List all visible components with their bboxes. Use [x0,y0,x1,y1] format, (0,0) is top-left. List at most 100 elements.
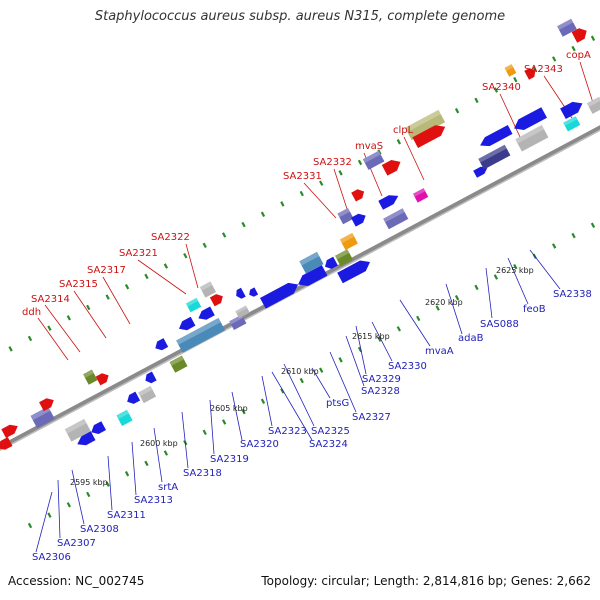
gene-feature-red [209,294,223,307]
gene-feature-blue [298,265,328,286]
gene-feature-blue [514,107,547,130]
gene-label-sa2327: SA2327 [352,412,391,423]
leader-line [181,411,189,469]
gene-feature-gray [138,385,157,404]
tick-marks [8,35,596,529]
leader-line [137,259,187,295]
gene-features [0,18,600,450]
gene-label-sa2332: SA2332 [313,157,352,168]
gene-label-ddh: ddh [22,307,41,318]
reverse-tick [571,232,576,239]
reverse-tick [221,419,227,425]
gene-feature-steel [176,317,226,353]
gene-feature-gray-shine [586,96,600,107]
gene-feature-blue [198,306,215,320]
forward-tick [513,76,518,83]
forward-tick [221,232,227,238]
gene-feature-blue [179,316,196,331]
reverse-tick [590,222,596,228]
gene-feature-olive [83,369,98,385]
leader-line [231,391,243,441]
gene-label-sa2343: SA2343 [524,64,563,75]
gene-feature-gray-shine [235,305,248,314]
gene-feature-orange-shine [339,232,355,244]
reverse-tick [86,491,91,498]
forward-tick [357,159,363,166]
forward-tick [8,346,13,352]
reverse-tick [163,450,169,456]
gene-feature-red [351,189,365,202]
gene-label-sa2338: SA2338 [553,289,592,300]
gene-label-sa2314: SA2314 [31,294,70,305]
gene-feature-red [1,424,18,438]
gene-feature-cyan-shine [563,116,578,126]
gene-label-sa2330: SA2330 [388,361,427,372]
axis-labels: 2595 kbp 2600 kbp 2605 kbp 2610 kbp 2615… [70,266,534,487]
gene-label-copa: copA [566,50,591,61]
genome-backbone [0,125,600,452]
gene-feature-blue [236,287,246,299]
gene-label-sa2311: SA2311 [107,510,146,521]
gene-label-sa2321: SA2321 [119,248,158,259]
axis-label-2600: 2600 kbp [140,439,178,448]
gene-feature-olive-shine [83,369,94,378]
gene-label-sa2308: SA2308 [80,524,119,535]
reverse-tick [66,502,71,508]
axis-label-2615: 2615 kbp [352,332,390,341]
leader-line [153,427,163,483]
reverse-tick [241,408,246,415]
reverse-tick [124,471,130,477]
gene-label-sa2323: SA2323 [268,426,307,437]
gene-feature-khaki [405,109,446,141]
leader-line [185,243,199,289]
gene-feature-olive [335,249,353,267]
gene-feature-slate [383,208,409,230]
forward-tick [299,190,304,197]
gene-feature-cyan [185,297,202,313]
reverse-tick [474,284,479,291]
gene-label-sa2325: SA2325 [311,426,350,437]
forward-tick [66,315,71,321]
forward-tick [105,294,110,300]
gene-label-sa2315: SA2315 [59,279,98,290]
gene-label-srta: srtA [158,482,178,493]
gene-feature-orange [339,232,358,251]
reverse-tick [47,512,52,518]
gene-feature-orange [504,64,517,77]
forward-tick [260,211,266,217]
gene-label-sa2317: SA2317 [87,265,126,276]
forward-tick [590,35,596,41]
reverse-tick [551,243,557,249]
forward-tick [27,335,33,342]
forward-tick [163,263,169,269]
leader-line [371,321,393,362]
leader-lines [35,61,595,553]
gene-feature-blue [155,338,169,351]
leader-line [102,276,131,325]
leader-line [399,299,431,347]
gene-label-adab: adaB [458,333,484,344]
leader-line [445,283,463,335]
gene-feature-slate-shine [383,208,405,223]
reverse-tick [396,326,401,332]
gene-feature-blue [260,282,299,309]
gene-feature-slate [229,314,247,330]
axis-label-2595: 2595 kbp [70,478,108,487]
gene-feature-steel-shine [299,251,320,266]
forward-tick [571,45,576,52]
gene-feature-cyan-shine [185,297,199,307]
gene-feature-blue [351,213,366,227]
gene-label-sa2313: SA2313 [134,495,173,506]
gene-feature-gray-shine [64,418,87,434]
gene-feature-cyan [116,409,133,426]
map-title: Staphylococcus aureus subsp. aureus N315… [94,9,506,24]
gene-feature-steel [299,251,324,274]
leader-line [499,93,521,138]
gene-feature-gray [515,125,549,152]
gene-label-sa2329: SA2329 [362,374,401,385]
gene-feature-gray [235,305,250,319]
forward-gene-labels: ddh SA2314 SA2315 SA2317 SA2321 SA2322 S… [22,50,591,318]
reverse-tick [435,305,440,311]
gene-feature-blue [480,125,513,147]
